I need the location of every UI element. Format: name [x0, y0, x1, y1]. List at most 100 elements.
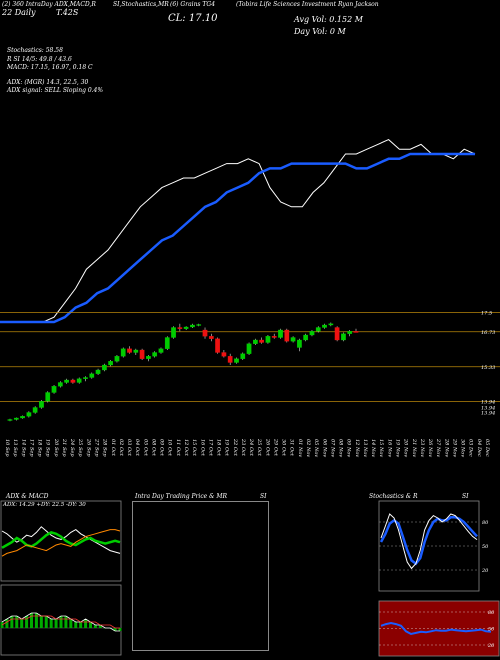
candle-up [322, 324, 327, 328]
x-tick-label: 25 Sep [77, 438, 83, 457]
candle-up [76, 378, 82, 383]
x-tick-label: 16 Oct [199, 439, 205, 457]
candle-up [51, 386, 57, 393]
rsi-tick-label: 20 [487, 643, 495, 649]
candle-down [284, 329, 290, 342]
x-tick-label: 30 Nov [460, 439, 466, 457]
stoch-rsi-title-right: SI [462, 493, 469, 500]
macd-hist-bar [25, 616, 29, 628]
macd-hist-bar [64, 616, 68, 628]
candle-up [95, 369, 101, 374]
rsi-tick-label: 80 [488, 610, 495, 616]
macd-hist-bar [39, 616, 43, 628]
x-tick-label: 13 Nov [362, 439, 368, 457]
x-tick-label: 31 Oct [289, 439, 295, 457]
minus-di-line [1, 529, 121, 557]
stoch-tick-label: 50 [482, 544, 489, 550]
x-tick-label: 21 Nov [411, 438, 417, 457]
candle-up [297, 339, 302, 348]
candle-up [120, 348, 126, 357]
macd-hist-bar [49, 619, 53, 628]
candle-up [108, 361, 114, 366]
candle-up [303, 334, 309, 341]
moving-average-line [0, 152, 475, 324]
adx-readout: ADX: (MGR) 14.3, 22.5, 30 [7, 79, 89, 86]
rsi-readout: R SI 14/5: 49.8 / 43.6 [7, 56, 72, 63]
adx-macd-panel: ADX & MACD ADX: 14.29 +DY: 22.5 -DY: 30 [0, 493, 125, 660]
header-company: (Tobira Life Sciences Investment Ryan Ja… [236, 1, 379, 8]
x-tick-label: 26 Nov [427, 438, 433, 457]
macd-hist-bar [10, 616, 14, 628]
x-tick-label: 08 Oct [150, 439, 156, 457]
macd-hist-bar [34, 613, 38, 628]
x-tick-label: 30 Oct [281, 439, 287, 457]
candle-up [309, 331, 315, 336]
macd-hist-bar [54, 619, 58, 628]
x-tick-label: 19 Nov [395, 439, 401, 457]
candle-up [114, 356, 120, 362]
x-tick-label: 28 Nov [443, 438, 449, 457]
x-tick-label: 27 Nov [435, 438, 441, 457]
header-daily: 22 Daily [2, 8, 36, 17]
candle-up [290, 337, 296, 342]
candle-down [202, 329, 208, 337]
candle-up [196, 324, 202, 326]
x-tick-label: 20 Nov [403, 438, 409, 457]
candle-up [13, 417, 19, 420]
x-tick-label: 10 Oct [167, 439, 173, 457]
candle-up [278, 329, 283, 338]
candle-up [265, 336, 271, 343]
macd-hist-bar [15, 616, 19, 628]
macd-hist-bar [59, 616, 63, 628]
candle-down [139, 349, 145, 359]
candle-up [341, 333, 346, 341]
candle-up [102, 364, 107, 371]
candle-up [315, 327, 321, 332]
x-tick-label: 20 Sep [53, 438, 59, 457]
stoch-rsi-svg: 80 50 20 80 50 20 [378, 500, 500, 657]
x-tick-label: 24 Sep [69, 438, 75, 457]
y-tick-label: 15.33 [481, 365, 495, 371]
x-tick-label: 18 Sep [37, 439, 43, 457]
x-tick-label: 28 Sep [102, 438, 108, 457]
x-tick-label: 29 Nov [451, 438, 457, 457]
stoch-rsi-panel: Stochastics & R SI 80 50 20 80 50 20 [369, 493, 500, 660]
y-tick-label: 13.94 [481, 400, 495, 406]
x-tick-label: 14 Sep [20, 439, 26, 457]
rsi-line [380, 621, 492, 636]
candle-up [32, 407, 38, 413]
macd-hist-bar [30, 613, 33, 628]
candle-up [328, 323, 334, 326]
candle-up [146, 356, 151, 359]
intraday-panel: Intra Day Trading Price & MR SI [125, 493, 375, 660]
x-tick-label: 22 Oct [232, 438, 238, 457]
macd-hist-bar [5, 619, 9, 628]
x-tick-label: 05 Dec [484, 439, 490, 457]
candle-down [227, 356, 233, 363]
candle-down [259, 339, 264, 343]
x-tick-label: 23 Oct [240, 438, 246, 457]
candle-down [215, 338, 220, 353]
x-tick-label: 04 Dec [476, 439, 482, 457]
candle-up [45, 392, 51, 402]
y-tick-label: 16.73 [481, 330, 495, 336]
macd-hist-bar [74, 622, 78, 628]
y-tick-label: 13.94 [481, 411, 495, 417]
macd-hist-bar [20, 619, 24, 628]
x-tick-label: 23 Nov [419, 438, 425, 457]
intraday-plot-area [132, 501, 269, 651]
x-tick-label: 02 Oct [118, 439, 124, 457]
x-tick-label: 12 Oct [183, 439, 189, 457]
candle-up [171, 327, 176, 338]
close-label: CL: 17.10 [168, 13, 218, 24]
adx-signal-readout: ADX signal: SELL Sloping 0.4% [7, 87, 104, 94]
candle-up [89, 373, 95, 378]
x-tick-label: 15 Nov [378, 439, 384, 457]
macd-hist-bar [118, 628, 122, 631]
candle-up [234, 358, 239, 363]
candle-down [177, 327, 183, 329]
candle-up [57, 382, 63, 387]
macd-hist-bar [113, 628, 117, 631]
x-tick-label: 27 Sep [93, 438, 99, 457]
